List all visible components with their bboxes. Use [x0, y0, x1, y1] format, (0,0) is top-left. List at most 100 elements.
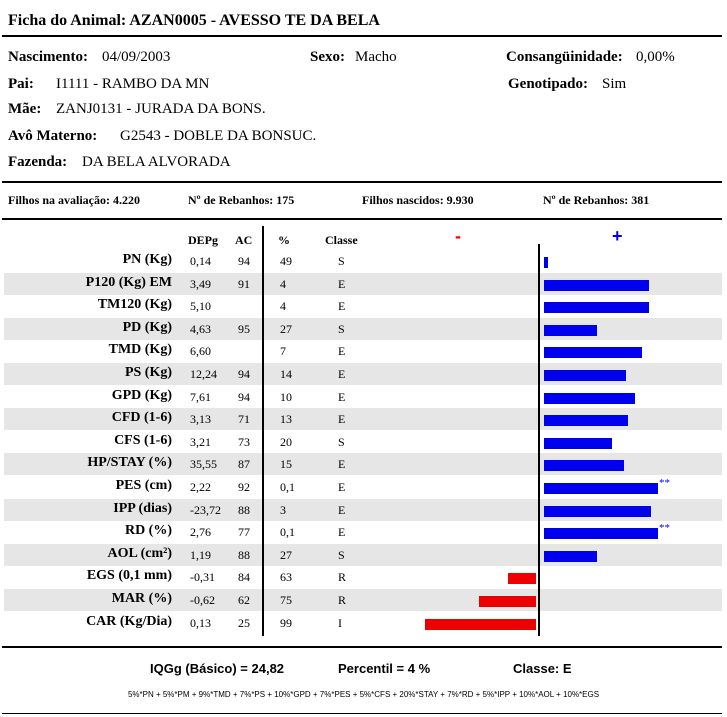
avo-materno-label: Avô Materno:: [8, 128, 98, 144]
trait-name: CFD (1-6): [111, 410, 172, 426]
trait-ac: 94: [238, 389, 250, 404]
trait-name: TMD (Kg): [108, 342, 172, 358]
trait-name: PD (Kg): [122, 319, 172, 335]
trait-ac: 88: [238, 547, 250, 562]
trait-depg: 1,19: [190, 547, 211, 562]
trait-name: AOL (cm²): [107, 545, 172, 561]
filhos-nascidos: Filhos nascidos: 9.930: [362, 193, 474, 207]
trait-depg: 12,24: [190, 367, 217, 381]
trait-name: IPP (dias): [113, 500, 172, 516]
consanguinidade-label: Consangüinidade:: [506, 49, 623, 65]
positive-bar: [544, 505, 652, 517]
trait-name: MAR (%): [111, 591, 172, 606]
positive-bar: [544, 370, 626, 381]
trait-depg: 0,13: [190, 615, 211, 630]
positive-bar: [544, 302, 649, 314]
trait-ac: 62: [238, 593, 250, 607]
trait-classe: E: [338, 457, 346, 472]
pai-value: I1111 - RAMBO DA MN: [56, 76, 210, 92]
trait-pct: 14: [280, 367, 292, 381]
trait-depg: 7,61: [190, 389, 211, 404]
trait-depg: 2,76: [190, 525, 211, 540]
trait-name: RD (%): [124, 523, 172, 539]
trait-pct: 10: [280, 389, 292, 404]
percentil-value: Percentil = 4 %: [338, 661, 431, 676]
divider: [2, 35, 722, 37]
row-band: [4, 408, 722, 431]
row-band: [4, 272, 722, 295]
trait-name: HP/STAY (%): [87, 455, 172, 471]
trait-classe: S: [338, 321, 345, 336]
positive-bar: [544, 257, 549, 268]
trait-name: PES (cm): [115, 478, 172, 493]
rebanhos-avaliacao: Nº de Rebanhos: 175: [188, 193, 295, 207]
divider: [2, 713, 722, 714]
trait-depg: 2,22: [190, 480, 211, 494]
trait-classe: I: [338, 615, 342, 630]
trait-ac: 87: [238, 457, 250, 472]
trait-classe: R: [338, 593, 347, 607]
trait-depg: 4,63: [190, 321, 211, 336]
trait-classe: E: [338, 480, 346, 494]
significance-mark: **: [659, 522, 670, 535]
trait-name: PN (Kg): [122, 252, 172, 267]
consanguinidade-value: 0,00%: [636, 49, 675, 65]
fazenda-value: DA BELA ALVORADA: [82, 154, 231, 170]
plus-sign: +: [612, 226, 623, 246]
page-title: Ficha do Animal: AZAN0005 - AVESSO TE DA…: [8, 12, 380, 30]
trait-classe: E: [338, 502, 346, 517]
trait-pct: 75: [280, 593, 292, 607]
trait-pct: 49: [280, 254, 292, 268]
trait-classe: E: [338, 276, 346, 291]
col-pct: %: [278, 233, 290, 247]
nascimento-value: 04/09/2003: [102, 49, 171, 65]
col-ac: AC: [235, 233, 253, 247]
positive-bar: [544, 437, 613, 449]
positive-bar: [544, 324, 597, 336]
title-label: Ficha do Animal:: [8, 12, 127, 29]
trait-ac: 25: [238, 615, 250, 630]
trait-pct: 99: [280, 615, 292, 630]
negative-bar: [479, 596, 536, 607]
trait-ac: 73: [238, 434, 250, 449]
trait-name: P120 (Kg) EM: [85, 274, 172, 290]
divider: [2, 181, 722, 183]
trait-ac: 95: [238, 321, 250, 336]
trait-pct: 13: [280, 412, 292, 427]
trait-classe: R: [338, 570, 347, 585]
chart-axis: [538, 244, 540, 636]
trait-depg: 35,55: [190, 457, 217, 472]
trait-classe: S: [338, 547, 345, 562]
col-classe: Classe: [325, 233, 358, 247]
divider: [2, 646, 722, 648]
sexo-label: Sexo:: [310, 49, 345, 65]
trait-pct: 15: [280, 457, 292, 472]
trait-depg: 0,14: [190, 254, 211, 268]
trait-depg: 5,10: [190, 299, 211, 314]
trait-name: TM120 (Kg): [97, 297, 172, 313]
trait-ac: 77: [238, 525, 250, 540]
positive-bar: [544, 550, 597, 562]
trait-classe: E: [338, 389, 346, 404]
trait-pct: 0,1: [280, 525, 295, 540]
trait-classe: S: [338, 434, 345, 449]
genotipado-value: Sim: [602, 76, 627, 92]
trait-depg: -0,62: [190, 593, 215, 607]
filhos-avaliacao: Filhos na avaliação: 4.220: [8, 193, 141, 207]
trait-pct: 27: [280, 321, 292, 336]
row-band: [4, 543, 722, 566]
positive-bar: [544, 347, 642, 359]
trait-name: GPD (Kg): [111, 387, 172, 403]
divider: [2, 218, 722, 220]
trait-name: PS (Kg): [124, 365, 172, 380]
trait-classe: E: [338, 367, 346, 381]
sexo-value: Macho: [355, 49, 397, 65]
trait-pct: 4: [280, 276, 286, 291]
rebanhos-nascidos: Nº de Rebanhos: 381: [543, 193, 650, 207]
trait-classe: E: [338, 525, 346, 540]
trait-pct: 4: [280, 299, 286, 314]
trait-pct: 63: [280, 570, 292, 585]
trait-ac: 94: [238, 254, 250, 268]
trait-pct: 7: [280, 344, 286, 359]
traits-table: PN (Kg) 0,14 94 49 S P120 (Kg) EM 3,49 91 4 E TM12…: [4, 252, 722, 630]
